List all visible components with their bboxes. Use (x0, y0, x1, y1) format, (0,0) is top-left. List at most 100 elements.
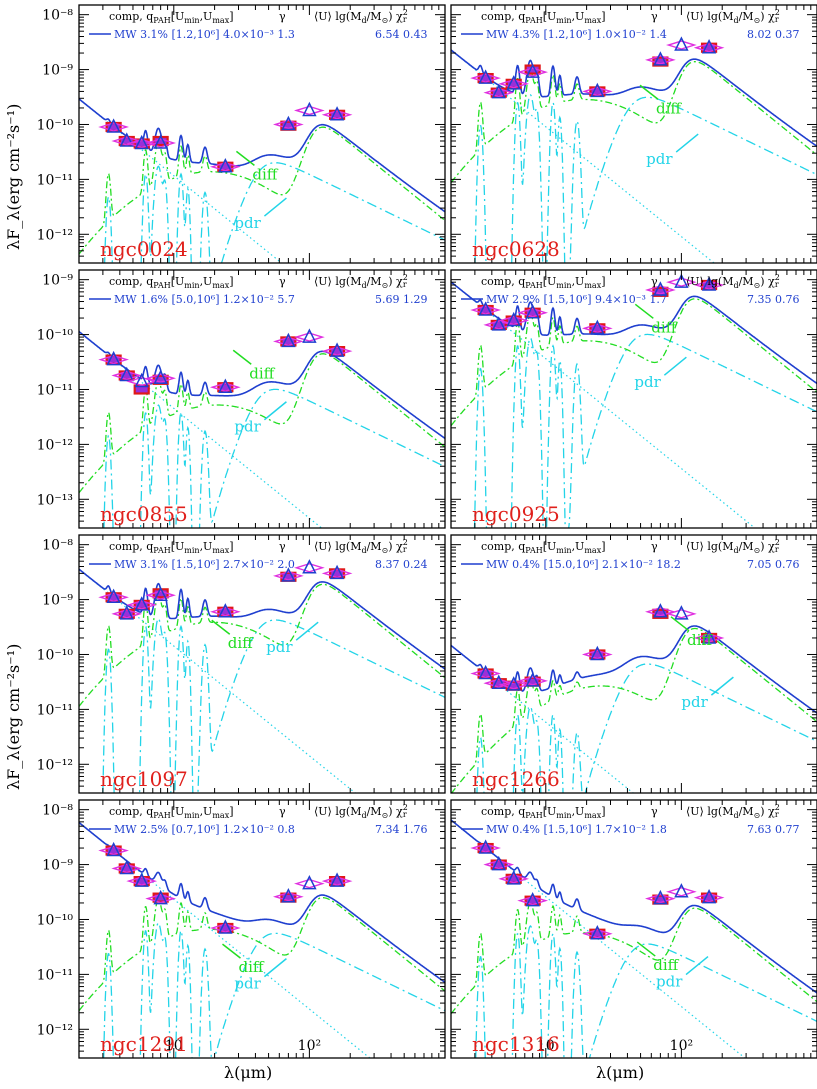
legend-header: comp, qPAH[Umin,Umax] (481, 275, 606, 290)
model-triangle (329, 872, 345, 887)
header-part: [U (171, 10, 185, 23)
header-part: max (584, 281, 601, 290)
legend-header-right: ⟨U⟩ lg(Md/M⊙) χ2 r (686, 538, 780, 555)
model-triangle (218, 158, 233, 173)
panel-ngc0628: diff pdr comp, qPAH[Umin,Umax] γ ⟨U⟩ lg(Md/M… (450, 4, 817, 264)
header-part: r (403, 15, 407, 24)
legend-header-right: ⟨U⟩ lg(Md/M⊙) χ2 r (686, 8, 780, 25)
legend-header-gamma: γ (279, 540, 286, 553)
header-part: r (403, 810, 407, 819)
legend-header-gamma: γ (651, 540, 658, 553)
panel-curves (451, 603, 817, 793)
legend-values: MW 1.6% [5.0,10⁶] 1.2×10⁻² 5.7 (114, 293, 295, 306)
header-part: ] (601, 10, 605, 23)
panel-ngc1097: diff pdr 10⁻⁸ 10⁻⁹ 10⁻¹⁰ 10⁻¹¹ 10⁻¹² comp, qPAH… (37, 534, 446, 794)
panel-curves (79, 328, 445, 528)
diff-arrow (639, 84, 659, 100)
header-part: ) χ (388, 805, 403, 818)
header-part: ,U (200, 805, 213, 818)
model-triangle (302, 101, 317, 117)
header-part: comp, q (481, 275, 525, 288)
diff-arrow (211, 619, 231, 635)
header-part: min (556, 16, 571, 25)
header-part: PAH (525, 16, 542, 25)
model-triangle (506, 870, 521, 885)
header-part: /M (367, 10, 382, 23)
x-tick-label: 10 (165, 1038, 183, 1054)
legend-header: comp, qPAH[Umin,Umax] (109, 540, 234, 555)
model-triangle (329, 564, 345, 580)
header-part: r (403, 545, 407, 554)
model-triangle (218, 919, 233, 934)
pdr-label: pdr (266, 638, 293, 656)
header-part: ⟨U⟩ lg(M (686, 540, 733, 553)
legend-header: comp, qPAH[Umin,Umax] (109, 275, 234, 290)
header-part: d (361, 281, 366, 290)
model-triangle (491, 83, 506, 99)
diff-arrow (232, 349, 252, 365)
header-part: min (556, 811, 571, 820)
pdr-label: pdr (234, 418, 261, 436)
diff-label: diff (249, 364, 275, 382)
legend-header-gamma: γ (279, 275, 286, 288)
header-part: PAH (153, 281, 170, 290)
header-part: ] (229, 275, 233, 288)
model-triangle (653, 889, 668, 905)
model-triangle (153, 134, 168, 149)
model-triangle (302, 559, 317, 574)
header-part: 2 (403, 8, 408, 17)
diff-curve (451, 60, 817, 184)
diff-arrow (235, 150, 255, 166)
legend-values: MW 3.1% [1.5,10⁶] 2.7×10⁻² 2.0 (114, 558, 295, 571)
y-tick-label: 10⁻¹¹ (37, 702, 73, 718)
diff-arrow (634, 303, 654, 319)
x-tick-label: 10² (670, 1038, 693, 1054)
diff-curve (451, 901, 817, 1015)
header-part: ⟨U⟩ lg(M (314, 10, 361, 23)
pdr-label: pdr (681, 693, 708, 711)
header-part: /M (739, 805, 754, 818)
pdr-arrow (263, 197, 287, 217)
header-part: comp, q (109, 540, 153, 553)
y-axis-title-bottom: λF_λ(erg cm⁻²s⁻¹) (4, 644, 23, 790)
model-triangle (478, 839, 493, 854)
y-tick-label: 10⁻¹² (37, 757, 73, 773)
header-part: ) χ (760, 275, 775, 288)
panel-frame (78, 799, 446, 1059)
y-tick-label: 10⁻¹² (37, 1022, 73, 1038)
legend-values: MW 0.4% [15.0,10⁶] 2.1×10⁻² 18.2 (486, 558, 681, 571)
header-part: /M (739, 540, 754, 553)
diff-curve (79, 126, 445, 255)
header-part: min (184, 16, 199, 25)
model-triangle (674, 883, 689, 898)
diff-label: diff (228, 634, 254, 652)
legend-header: comp, qPAH[Umin,Umax] (109, 10, 234, 25)
header-part: d (733, 546, 738, 555)
model-triangle (653, 603, 668, 618)
model-triangle (653, 281, 668, 296)
header-part: ,U (200, 540, 213, 553)
legend-values-right: 7.05 0.76 (747, 558, 799, 571)
header-part: min (184, 281, 199, 290)
model-triangle (134, 596, 149, 611)
legend-values-right: 6.54 0.43 (375, 28, 427, 41)
model-diamond (294, 878, 325, 889)
header-part: ] (229, 10, 233, 23)
legend-header: comp, qPAH[Umin,Umax] (481, 10, 606, 25)
model-triangle (106, 588, 121, 604)
legend-values-right: 8.02 0.37 (747, 28, 799, 41)
header-part: PAH (525, 281, 542, 290)
galaxy-name: ngc0855 (100, 502, 188, 526)
model-triangle (119, 859, 134, 875)
legend-values: MW 2.5% [0.7,10⁶] 1.2×10⁻² 0.8 (114, 823, 295, 836)
total-model-curve (79, 98, 445, 213)
pdr-arrow (663, 356, 687, 376)
model-triangle (590, 925, 605, 940)
header-part: ) χ (388, 10, 403, 23)
legend-values-right: 7.63 0.77 (747, 823, 799, 836)
header-part: ) χ (388, 540, 403, 553)
model-triangle (506, 676, 521, 691)
galaxy-name: ngc1316 (472, 1032, 560, 1056)
header-part: r (775, 545, 779, 554)
